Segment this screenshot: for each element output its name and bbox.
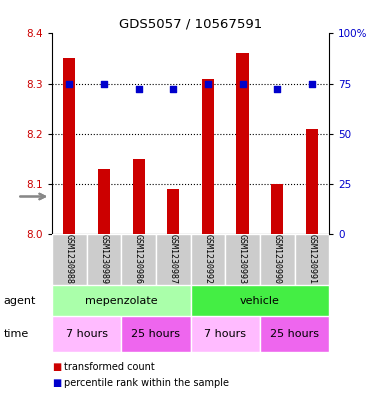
Bar (306, 129, 318, 234)
Bar (87, 234, 121, 285)
Bar (52, 234, 87, 285)
Text: mepenzolate: mepenzolate (85, 296, 157, 306)
Bar (260, 316, 329, 352)
Text: GSM1230986: GSM1230986 (134, 234, 143, 285)
Bar (260, 234, 295, 285)
Text: agent: agent (4, 296, 36, 306)
Text: vehicle: vehicle (240, 296, 280, 306)
Bar (156, 234, 191, 285)
Text: GSM1230989: GSM1230989 (99, 234, 109, 285)
Bar (98, 169, 110, 234)
Text: 7 hours: 7 hours (204, 329, 246, 339)
Bar (271, 184, 283, 234)
Text: GSM1230988: GSM1230988 (65, 234, 74, 285)
Text: ■: ■ (52, 378, 61, 388)
Bar (132, 159, 145, 234)
Bar (191, 234, 225, 285)
Text: percentile rank within the sample: percentile rank within the sample (64, 378, 229, 388)
Point (274, 85, 280, 92)
Text: GSM1230993: GSM1230993 (238, 234, 247, 285)
Point (101, 80, 107, 86)
Bar (191, 285, 329, 316)
Bar (121, 234, 156, 285)
Text: time: time (4, 329, 29, 339)
Text: 25 hours: 25 hours (270, 329, 319, 339)
Bar (63, 59, 75, 234)
Text: GSM1230987: GSM1230987 (169, 234, 178, 285)
Bar (202, 79, 214, 234)
Point (66, 80, 72, 86)
Bar (52, 285, 191, 316)
Point (136, 85, 142, 92)
Text: transformed count: transformed count (64, 362, 154, 373)
Point (309, 80, 315, 86)
Text: 7 hours: 7 hours (65, 329, 108, 339)
Text: GSM1230992: GSM1230992 (203, 234, 213, 285)
Text: GSM1230991: GSM1230991 (307, 234, 316, 285)
Point (170, 85, 176, 92)
Point (205, 80, 211, 86)
Bar (295, 234, 329, 285)
Bar (121, 316, 191, 352)
Bar (191, 316, 260, 352)
Text: 25 hours: 25 hours (131, 329, 181, 339)
Text: GSM1230990: GSM1230990 (273, 234, 282, 285)
Bar (236, 53, 249, 234)
Bar (167, 189, 179, 234)
Title: GDS5057 / 10567591: GDS5057 / 10567591 (119, 18, 262, 31)
Bar (225, 234, 260, 285)
Text: ■: ■ (52, 362, 61, 373)
Bar (52, 316, 121, 352)
Point (239, 80, 246, 86)
